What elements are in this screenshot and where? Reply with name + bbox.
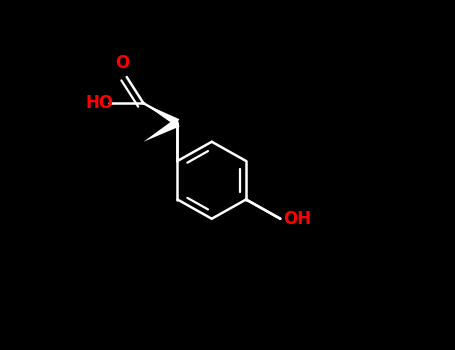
Polygon shape [143,119,180,142]
Text: OH: OH [283,210,312,228]
Polygon shape [143,103,179,126]
Text: HO: HO [86,94,114,112]
Text: O: O [116,54,130,72]
